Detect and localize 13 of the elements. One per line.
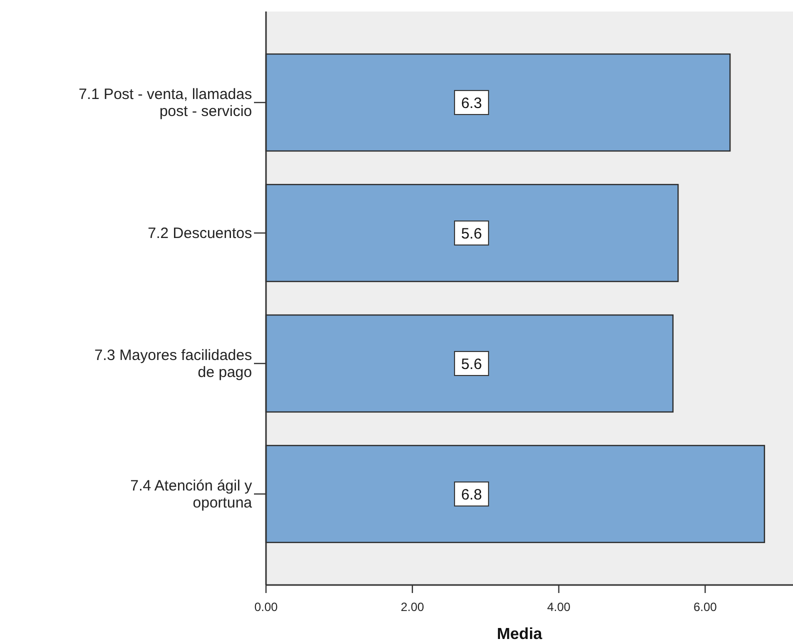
data-label: 6.8 [461, 486, 482, 504]
y-tick-label: 7.2 Descuentos [148, 225, 252, 242]
x-tick-label: 6.00 [693, 600, 718, 614]
y-tick-label: 7.4 Atención ágil y oportuna [130, 477, 253, 512]
x-tick-label: 2.00 [400, 600, 424, 614]
y-tick-label: 7.1 Post - venta, llamadas post - servicio [78, 86, 252, 120]
data-label: 5.6 [461, 226, 482, 243]
x-tick-label: 4.00 [547, 600, 571, 614]
x-tick-label: 0.00 [254, 600, 278, 614]
y-tick-label: 7.3 Mayores facilidades de pago [94, 346, 252, 381]
data-label: 5.6 [461, 356, 482, 373]
data-label: 6.3 [461, 95, 482, 112]
x-axis-title: Media [496, 626, 542, 643]
